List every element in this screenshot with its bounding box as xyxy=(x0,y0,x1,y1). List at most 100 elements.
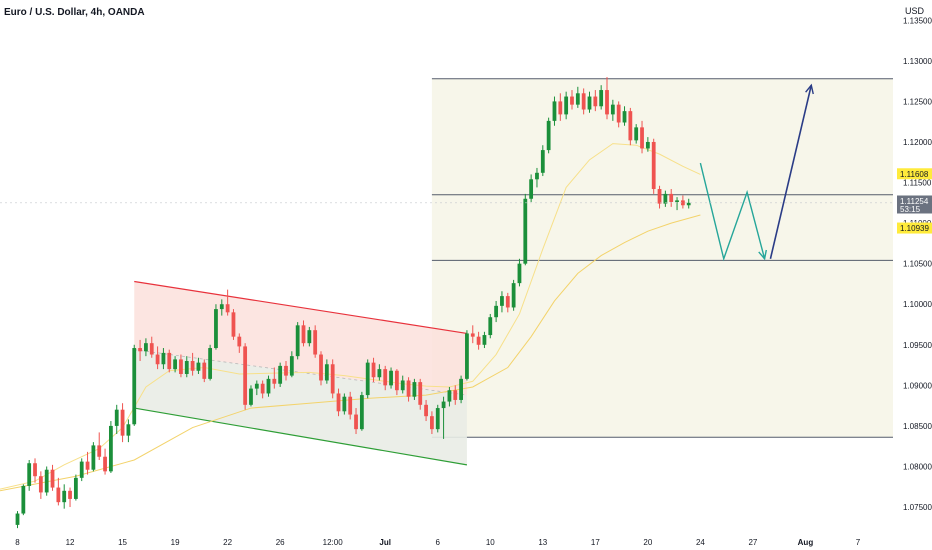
candle-body xyxy=(371,362,376,378)
candle-body xyxy=(359,395,364,430)
candle xyxy=(97,432,102,460)
projection-arrows[interactable] xyxy=(699,83,814,262)
candle xyxy=(38,471,43,499)
candle xyxy=(155,346,160,370)
candle xyxy=(231,309,236,340)
price-badge-label: 1.10939 xyxy=(900,224,929,233)
candle xyxy=(546,117,551,154)
price-tick-label: 1.13500 xyxy=(903,16,932,25)
candle-body xyxy=(605,90,609,115)
candle xyxy=(482,331,487,349)
time-tick-label: Aug xyxy=(798,538,814,547)
candle xyxy=(645,137,650,152)
candle-body xyxy=(552,101,557,121)
candle-body xyxy=(389,370,393,386)
candle-body xyxy=(348,396,353,415)
candle xyxy=(225,289,230,316)
candle-body xyxy=(453,390,458,400)
price-badge-label: 1.11254 xyxy=(900,197,929,206)
candle-body xyxy=(208,348,213,379)
time-tick-label: 20 xyxy=(643,538,652,547)
candle xyxy=(558,93,563,121)
candle-body xyxy=(97,445,102,457)
fib-retracement[interactable]: 10.6180.50 xyxy=(431,68,919,438)
candle xyxy=(371,357,376,383)
candle xyxy=(214,304,218,350)
candle-body xyxy=(126,424,131,436)
candle xyxy=(593,90,598,112)
candle xyxy=(476,331,481,350)
candle-body xyxy=(459,378,463,400)
candle-body xyxy=(540,150,545,173)
candle xyxy=(500,291,504,313)
candle xyxy=(301,320,306,347)
candle-body xyxy=(27,463,32,486)
candle xyxy=(249,385,253,407)
candle xyxy=(377,364,382,381)
candle xyxy=(470,325,475,344)
candle xyxy=(657,185,662,209)
candle-body xyxy=(505,296,510,308)
candle-body xyxy=(44,469,49,493)
candle-body xyxy=(284,365,288,376)
candle-body xyxy=(634,127,639,141)
candle-body xyxy=(289,356,294,376)
candle xyxy=(330,359,335,399)
candle xyxy=(132,344,137,426)
candle xyxy=(359,391,364,431)
candle-body xyxy=(132,348,137,425)
candle-body xyxy=(394,370,399,391)
candle-body xyxy=(470,333,475,337)
candle xyxy=(73,474,78,501)
candle xyxy=(62,484,67,509)
candle xyxy=(424,399,428,422)
price-tick-label: 1.08000 xyxy=(903,462,932,471)
descending-channel[interactable] xyxy=(134,280,468,466)
candle xyxy=(540,145,545,177)
candle xyxy=(237,333,242,353)
candle-body xyxy=(68,490,72,499)
candle xyxy=(348,391,353,420)
candle-body xyxy=(570,96,574,105)
candle xyxy=(365,359,370,399)
candle-body xyxy=(202,362,207,379)
candle-body xyxy=(324,364,329,381)
candle-body xyxy=(319,354,323,381)
time-tick-label: 27 xyxy=(748,538,757,547)
price-tick-label: 1.09000 xyxy=(903,381,932,390)
candle-body xyxy=(482,335,487,345)
candle-body xyxy=(476,336,481,345)
time-tick-label: 12 xyxy=(66,538,75,547)
candle-body xyxy=(184,361,189,374)
candle-body xyxy=(447,390,452,402)
candle xyxy=(570,90,574,110)
candle-body xyxy=(120,409,125,436)
candle xyxy=(529,174,534,203)
candle-body xyxy=(645,141,650,149)
price-axis[interactable]: 1.135001.130001.125001.120001.115001.110… xyxy=(893,0,932,550)
channel-lower-line xyxy=(134,407,468,466)
candle-body xyxy=(295,325,300,357)
candle-body xyxy=(587,96,592,110)
candle xyxy=(523,193,528,266)
candle xyxy=(138,339,142,362)
candle-body xyxy=(500,296,504,306)
time-tick-label: 19 xyxy=(171,538,180,547)
candle-body xyxy=(179,359,183,374)
candle-body xyxy=(465,333,469,379)
time-tick-label: 8 xyxy=(15,538,20,547)
candle-body xyxy=(196,362,201,371)
candle xyxy=(21,484,26,516)
candle xyxy=(313,325,318,358)
price-badge-bg xyxy=(897,168,932,180)
candle-body xyxy=(73,477,78,499)
projection-teal-arrowhead xyxy=(758,249,768,261)
time-axis[interactable]: 8 12 15 19 22 26 12:00 Jul 6 10 13 17 20 24 27 Aug 7 xyxy=(0,533,932,550)
candle-body xyxy=(640,127,644,149)
candle-body xyxy=(190,361,195,371)
time-tick-label: Jul xyxy=(379,538,391,547)
candle-body xyxy=(400,380,405,391)
